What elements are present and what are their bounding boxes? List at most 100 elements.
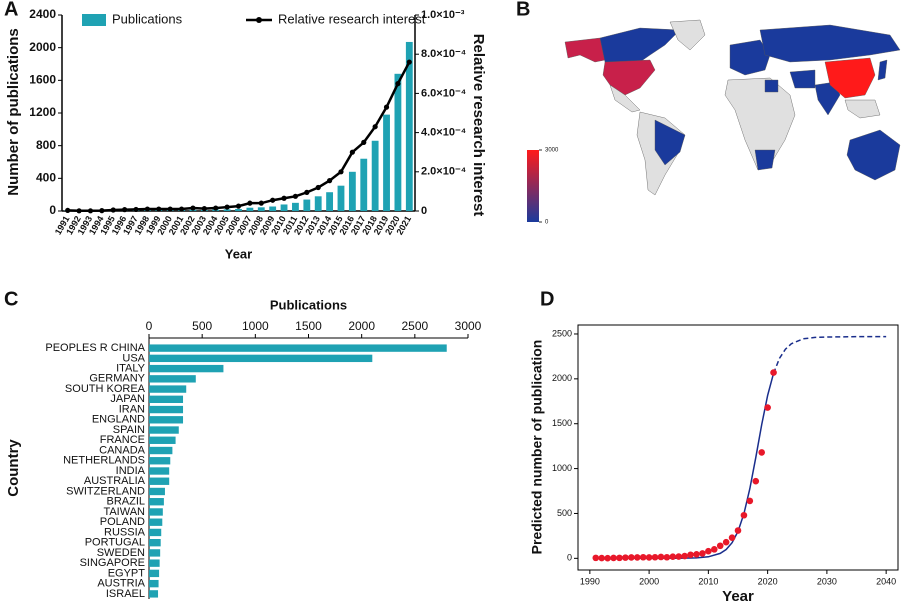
bar — [149, 375, 196, 383]
point — [758, 449, 766, 456]
bar — [149, 569, 160, 578]
y-tick-label: 0 — [567, 553, 572, 563]
line-point — [383, 104, 390, 110]
point — [604, 554, 611, 562]
point — [633, 554, 641, 561]
point — [740, 511, 748, 519]
y-axis-title: Predicted number of publication — [529, 340, 545, 555]
y-tick-label: RUSSIA — [104, 526, 146, 538]
point — [639, 553, 647, 561]
point — [710, 546, 718, 553]
y-tick-label: 1200 — [29, 105, 56, 119]
y-tick-label: 1600 — [29, 73, 56, 87]
point — [657, 553, 665, 561]
point — [699, 550, 706, 557]
point — [687, 551, 694, 559]
y-tick-label: GERMANY — [89, 373, 145, 385]
bar — [326, 192, 334, 211]
line-point — [406, 59, 412, 65]
point — [645, 554, 653, 561]
point — [722, 538, 730, 546]
line-point — [235, 203, 242, 209]
russia — [759, 24, 901, 63]
line-point — [190, 205, 196, 211]
panel-label: A — [4, 0, 18, 20]
bar — [149, 538, 161, 547]
point — [675, 553, 683, 560]
bar — [149, 498, 164, 506]
y-tick-label: JAPAN — [110, 393, 145, 405]
line-point — [292, 193, 299, 199]
point — [728, 534, 736, 541]
y-tick-label: ENGLAND — [92, 414, 145, 426]
y-tick-label: IRAN — [119, 403, 145, 415]
x-tick-label: 2040 — [876, 576, 896, 586]
line-point — [178, 206, 185, 212]
bar — [269, 206, 277, 211]
australia — [846, 129, 901, 181]
y-axis-title: Number of publications — [5, 28, 22, 196]
y2-tick-label: 8.0×10⁻⁴ — [421, 48, 466, 60]
bar — [149, 579, 159, 588]
y2-tick-label: 2.0×10⁻⁴ — [421, 166, 466, 178]
y-tick-label: PORTUGAL — [85, 537, 145, 549]
y-tick-label: INDIA — [116, 465, 146, 477]
y-tick-label: PEOPLES R CHINA — [45, 342, 145, 354]
bar — [149, 518, 163, 526]
y-tick-label: BRAZIL — [106, 496, 145, 508]
panel-label: C — [4, 288, 18, 310]
colorbar-label: 3000 — [545, 148, 559, 154]
y-tick-label: ITALY — [116, 363, 146, 375]
x-axis-title: Year — [722, 588, 754, 604]
bar — [149, 395, 184, 404]
y2-tick-label: 0 — [421, 205, 427, 217]
point — [651, 553, 659, 561]
bar — [280, 204, 288, 211]
legend-label: Relative research interest — [278, 11, 426, 26]
usa — [602, 59, 656, 96]
iran — [789, 69, 816, 89]
point — [616, 554, 623, 562]
line-point — [315, 184, 321, 191]
x-axis-title: Year — [225, 246, 252, 261]
line-point — [372, 124, 378, 130]
plot-frame — [577, 324, 899, 571]
bar — [314, 196, 322, 211]
x-tick-label: 1000 — [242, 319, 269, 333]
x-tick-label: 500 — [192, 319, 212, 333]
bar — [149, 549, 161, 557]
bar — [246, 207, 254, 211]
line-point — [65, 207, 71, 214]
line-point — [281, 195, 287, 201]
point — [610, 554, 617, 562]
y-tick-label: 1000 — [552, 463, 572, 473]
y-tick-label: 0 — [49, 203, 56, 217]
y-tick-label: SINGAPORE — [80, 557, 145, 569]
legend-dot — [256, 17, 262, 23]
y-tick-label: 1500 — [552, 418, 572, 428]
egypt — [764, 79, 779, 93]
y-axis-title: Country — [5, 439, 22, 497]
x-tick-label: 1500 — [295, 319, 322, 333]
y-tick-label: AUSTRALIA — [84, 475, 146, 487]
point — [669, 553, 677, 561]
bar — [223, 209, 231, 211]
point — [681, 552, 688, 560]
point — [628, 554, 635, 561]
legend-label: Publications — [112, 11, 183, 26]
y-tick-label: 2500 — [552, 328, 572, 338]
y-tick-label: CANADA — [99, 444, 146, 456]
x-tick-label: 2500 — [401, 319, 428, 333]
line-point — [395, 81, 401, 87]
line-point — [326, 178, 333, 184]
bar — [149, 559, 160, 567]
point — [705, 547, 712, 555]
line-point — [349, 149, 355, 155]
europe — [729, 39, 771, 76]
x-tick-label: 3000 — [455, 319, 482, 333]
line-point — [304, 189, 310, 195]
bar — [394, 73, 402, 211]
point — [752, 477, 760, 485]
panel-label: B — [516, 0, 530, 20]
